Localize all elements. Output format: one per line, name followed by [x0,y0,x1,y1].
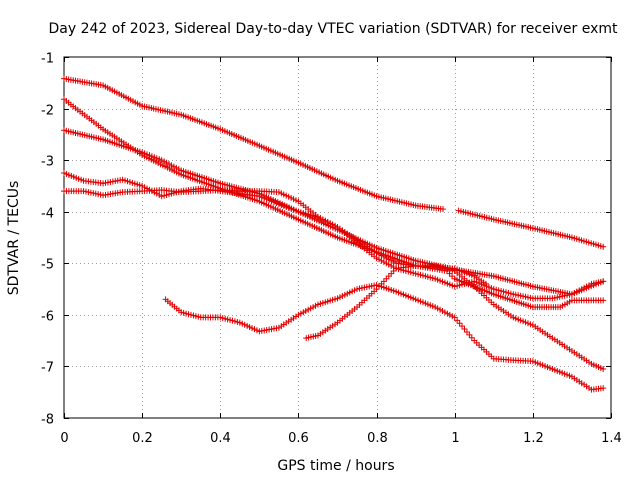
data-point [482,280,489,287]
x-tick-label: 0 [60,431,68,446]
grid-lines [64,57,611,418]
data-point [449,273,456,280]
x-tick-label: 0.8 [367,431,388,446]
y-tick-label: -1 [41,52,54,67]
x-tick-label: 0.4 [210,431,231,446]
data-point [600,243,607,250]
x-tick-label: 0.6 [288,431,309,446]
series-track-6 [61,187,607,302]
series-track-8 [303,262,489,342]
data-point [600,278,607,285]
y-tick-label: -7 [41,361,54,376]
series-track-1 [61,75,446,213]
chart-title: Day 242 of 2023, Sidereal Day-to-day VTE… [49,21,619,37]
data-point [600,385,607,392]
y-tick-label: -2 [41,104,54,119]
x-tick-label: 1.2 [523,431,544,446]
x-axis: 0 0.2 0.4 0.6 0.8 1 1.2 1.4 [60,57,622,446]
y-axis-label: SDTVAR / TECUs [6,181,22,296]
series-track-7 [162,281,607,393]
y-tick-label: -3 [41,155,54,170]
y-tick-label: -8 [41,413,54,428]
y-tick-label: -4 [41,207,54,222]
x-tick-label: 1.4 [601,431,622,446]
y-tick-label: -5 [41,258,54,273]
x-tick-label: 1 [451,431,459,446]
series-track-3 [61,96,607,311]
data-series [61,75,607,393]
data-point [439,206,446,213]
series-track-2 [455,207,607,250]
plot-frame [63,56,612,419]
y-tick-label: -6 [41,310,54,325]
data-point [600,366,607,373]
data-point [600,297,607,304]
y-axis: -8 -7 -6 -5 -4 -3 -2 -1 [41,52,611,428]
x-tick-label: 0.2 [132,431,153,446]
x-axis-label: GPS time / hours [277,458,394,474]
